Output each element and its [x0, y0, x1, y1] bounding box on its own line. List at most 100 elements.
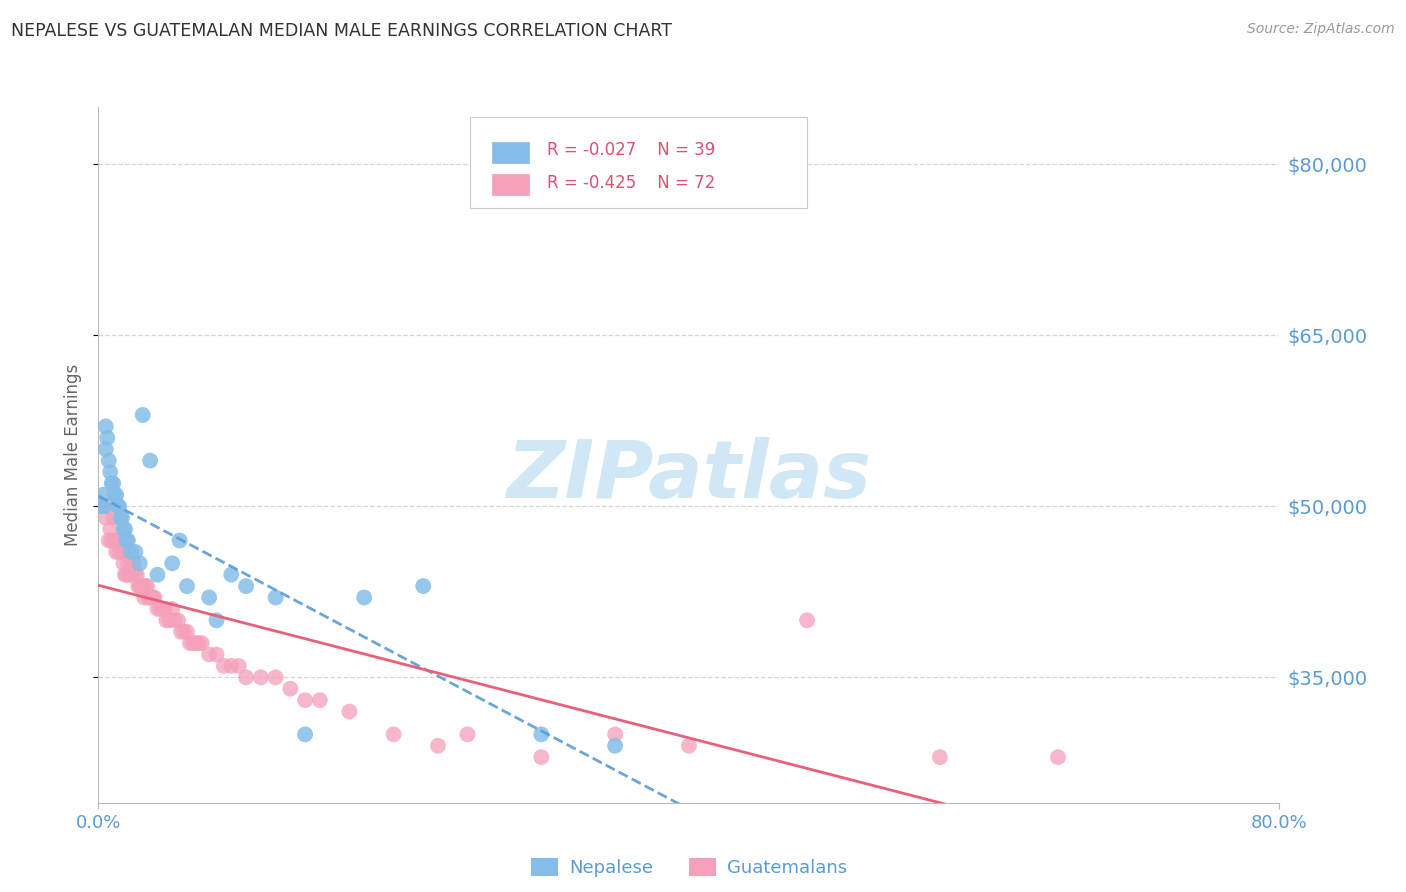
- Point: [122, 556, 145, 570]
- Point: [91, 500, 114, 514]
- Text: Source: ZipAtlas.com: Source: ZipAtlas.com: [1247, 22, 1395, 37]
- Point: [128, 556, 150, 570]
- Point: [97, 453, 120, 467]
- Point: [100, 476, 122, 491]
- Point: [412, 579, 434, 593]
- Point: [110, 533, 132, 548]
- Point: [198, 648, 221, 662]
- Point: [98, 465, 121, 479]
- Point: [98, 522, 121, 536]
- Point: [103, 476, 125, 491]
- Point: [117, 533, 139, 548]
- Point: [157, 613, 180, 627]
- Point: [91, 488, 114, 502]
- Point: [1046, 750, 1069, 764]
- Legend: Nepalese, Guatemalans: Nepalese, Guatemalans: [523, 851, 855, 884]
- Point: [179, 636, 201, 650]
- Point: [294, 693, 316, 707]
- Point: [124, 567, 146, 582]
- Point: [107, 500, 129, 514]
- Point: [530, 750, 553, 764]
- Y-axis label: Median Male Earnings: Median Male Earnings: [65, 364, 83, 546]
- Point: [235, 579, 257, 593]
- Point: [170, 624, 193, 639]
- Point: [187, 636, 209, 650]
- Point: [169, 533, 191, 548]
- Point: [114, 522, 136, 536]
- Point: [294, 727, 316, 741]
- Point: [796, 613, 818, 627]
- Point: [264, 670, 287, 684]
- Point: [198, 591, 221, 605]
- Point: [221, 567, 243, 582]
- Point: [353, 591, 375, 605]
- Point: [205, 648, 228, 662]
- Point: [278, 681, 302, 696]
- Point: [184, 636, 207, 650]
- Point: [105, 545, 128, 559]
- Point: [132, 579, 155, 593]
- FancyBboxPatch shape: [492, 142, 530, 162]
- Point: [117, 556, 139, 570]
- Point: [107, 533, 129, 548]
- Point: [127, 579, 149, 593]
- Point: [146, 602, 169, 616]
- Text: R = -0.027    N = 39: R = -0.027 N = 39: [547, 141, 716, 159]
- Point: [155, 613, 177, 627]
- Point: [108, 545, 131, 559]
- Point: [111, 545, 134, 559]
- Point: [139, 453, 162, 467]
- Point: [135, 579, 157, 593]
- Point: [94, 510, 117, 524]
- Point: [141, 591, 163, 605]
- Point: [339, 705, 360, 719]
- Point: [605, 739, 627, 753]
- Point: [152, 602, 174, 616]
- Point: [228, 659, 250, 673]
- Point: [112, 522, 135, 536]
- Point: [125, 567, 148, 582]
- Point: [93, 500, 115, 514]
- Point: [181, 636, 204, 650]
- Point: [149, 602, 172, 616]
- Point: [105, 488, 128, 502]
- Point: [110, 510, 132, 524]
- Point: [250, 670, 273, 684]
- Point: [167, 613, 190, 627]
- Point: [115, 567, 138, 582]
- Point: [112, 556, 135, 570]
- Point: [120, 545, 142, 559]
- Point: [111, 510, 134, 524]
- Point: [212, 659, 235, 673]
- Point: [678, 739, 700, 753]
- Point: [139, 591, 162, 605]
- Point: [382, 727, 405, 741]
- Point: [176, 579, 198, 593]
- Point: [456, 727, 478, 741]
- Point: [176, 624, 198, 639]
- Point: [309, 693, 332, 707]
- Point: [191, 636, 214, 650]
- Point: [142, 591, 165, 605]
- Point: [134, 591, 156, 605]
- Point: [138, 591, 160, 605]
- Point: [235, 670, 257, 684]
- Point: [132, 408, 155, 422]
- Point: [221, 659, 243, 673]
- Point: [162, 602, 183, 616]
- Point: [128, 579, 150, 593]
- Point: [104, 533, 127, 548]
- Point: [100, 533, 122, 548]
- Point: [162, 556, 183, 570]
- Point: [928, 750, 950, 764]
- Point: [97, 533, 120, 548]
- Point: [96, 431, 118, 445]
- Point: [114, 567, 136, 582]
- Point: [173, 624, 195, 639]
- Point: [94, 419, 117, 434]
- Point: [121, 556, 143, 570]
- Point: [143, 591, 166, 605]
- Point: [108, 500, 131, 514]
- Point: [104, 488, 127, 502]
- Text: ZIPatlas: ZIPatlas: [506, 437, 872, 515]
